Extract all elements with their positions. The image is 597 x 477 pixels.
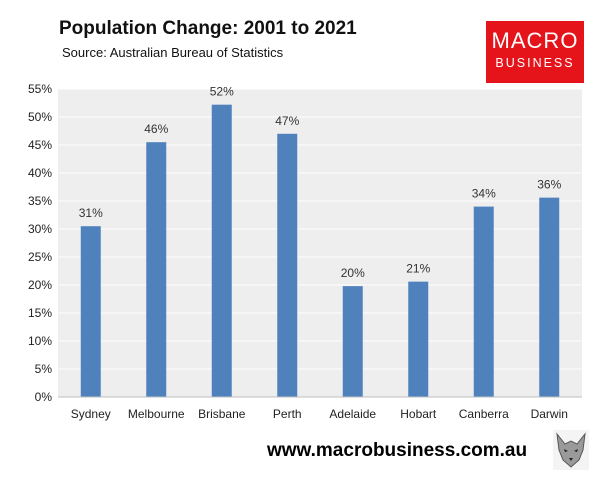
wolf-icon <box>553 430 589 470</box>
y-axis-ticks: 0% 5% 10% 15% 20% 25% 30% 35% 40% 45% 50% 55% <box>28 82 52 404</box>
x-tick-label: Sydney <box>71 407 111 421</box>
y-tick-label: 45% <box>28 138 52 152</box>
bars <box>80 104 560 398</box>
data-label: 20% <box>341 266 365 280</box>
x-axis-ticks: Sydney Melbourne Brisbane Perth Adelaide Hoba… <box>71 407 568 421</box>
data-label: 36% <box>537 178 561 192</box>
y-tick-label: 20% <box>28 278 52 292</box>
data-label: 21% <box>406 262 430 276</box>
plot-area <box>58 89 582 397</box>
y-tick-label: 35% <box>28 194 52 208</box>
bar-chart: 0% 5% 10% 15% 20% 25% 30% 35% 40% 45% 50% 55% 31% 46… <box>28 82 582 421</box>
x-tick-label: Melbourne <box>128 407 185 421</box>
data-label: 34% <box>472 187 496 201</box>
x-tick-label: Canberra <box>459 407 509 421</box>
data-label: 47% <box>275 114 299 128</box>
logo-line-business: BUSINESS <box>495 56 575 70</box>
bar <box>146 142 167 397</box>
bar <box>277 133 298 398</box>
chart-subtitle: Source: Australian Bureau of Statistics <box>62 45 284 60</box>
data-label: 52% <box>210 85 234 99</box>
x-tick-label: Perth <box>273 407 302 421</box>
y-tick-label: 5% <box>35 362 53 376</box>
x-tick-label: Adelaide <box>329 407 376 421</box>
data-label: 31% <box>79 206 103 220</box>
bar <box>80 226 101 397</box>
bar <box>211 104 232 398</box>
brand-logo: MACRO BUSINESS <box>486 21 584 83</box>
x-tick-label: Hobart <box>400 407 437 421</box>
bar <box>539 197 560 397</box>
data-labels: 31% 46% 52% 47% 20% 21% 34% 36% <box>79 85 562 280</box>
bar <box>473 206 494 397</box>
y-tick-label: 40% <box>28 166 52 180</box>
y-tick-label: 50% <box>28 110 52 124</box>
bar <box>342 286 363 397</box>
website-url: www.macrobusiness.com.au <box>267 440 528 461</box>
x-tick-label: Darwin <box>531 407 568 421</box>
y-tick-label: 25% <box>28 250 52 264</box>
y-tick-label: 55% <box>28 82 52 96</box>
y-tick-label: 0% <box>35 390 53 404</box>
y-tick-label: 15% <box>28 306 52 320</box>
logo-line-macro: MACRO <box>491 28 579 53</box>
x-tick-label: Brisbane <box>198 407 246 421</box>
y-tick-label: 30% <box>28 222 52 236</box>
bar <box>408 281 429 397</box>
y-tick-label: 10% <box>28 334 52 348</box>
gridlines <box>58 88 582 370</box>
chart-title: Population Change: 2001 to 2021 <box>59 18 357 39</box>
data-label: 46% <box>144 122 168 136</box>
